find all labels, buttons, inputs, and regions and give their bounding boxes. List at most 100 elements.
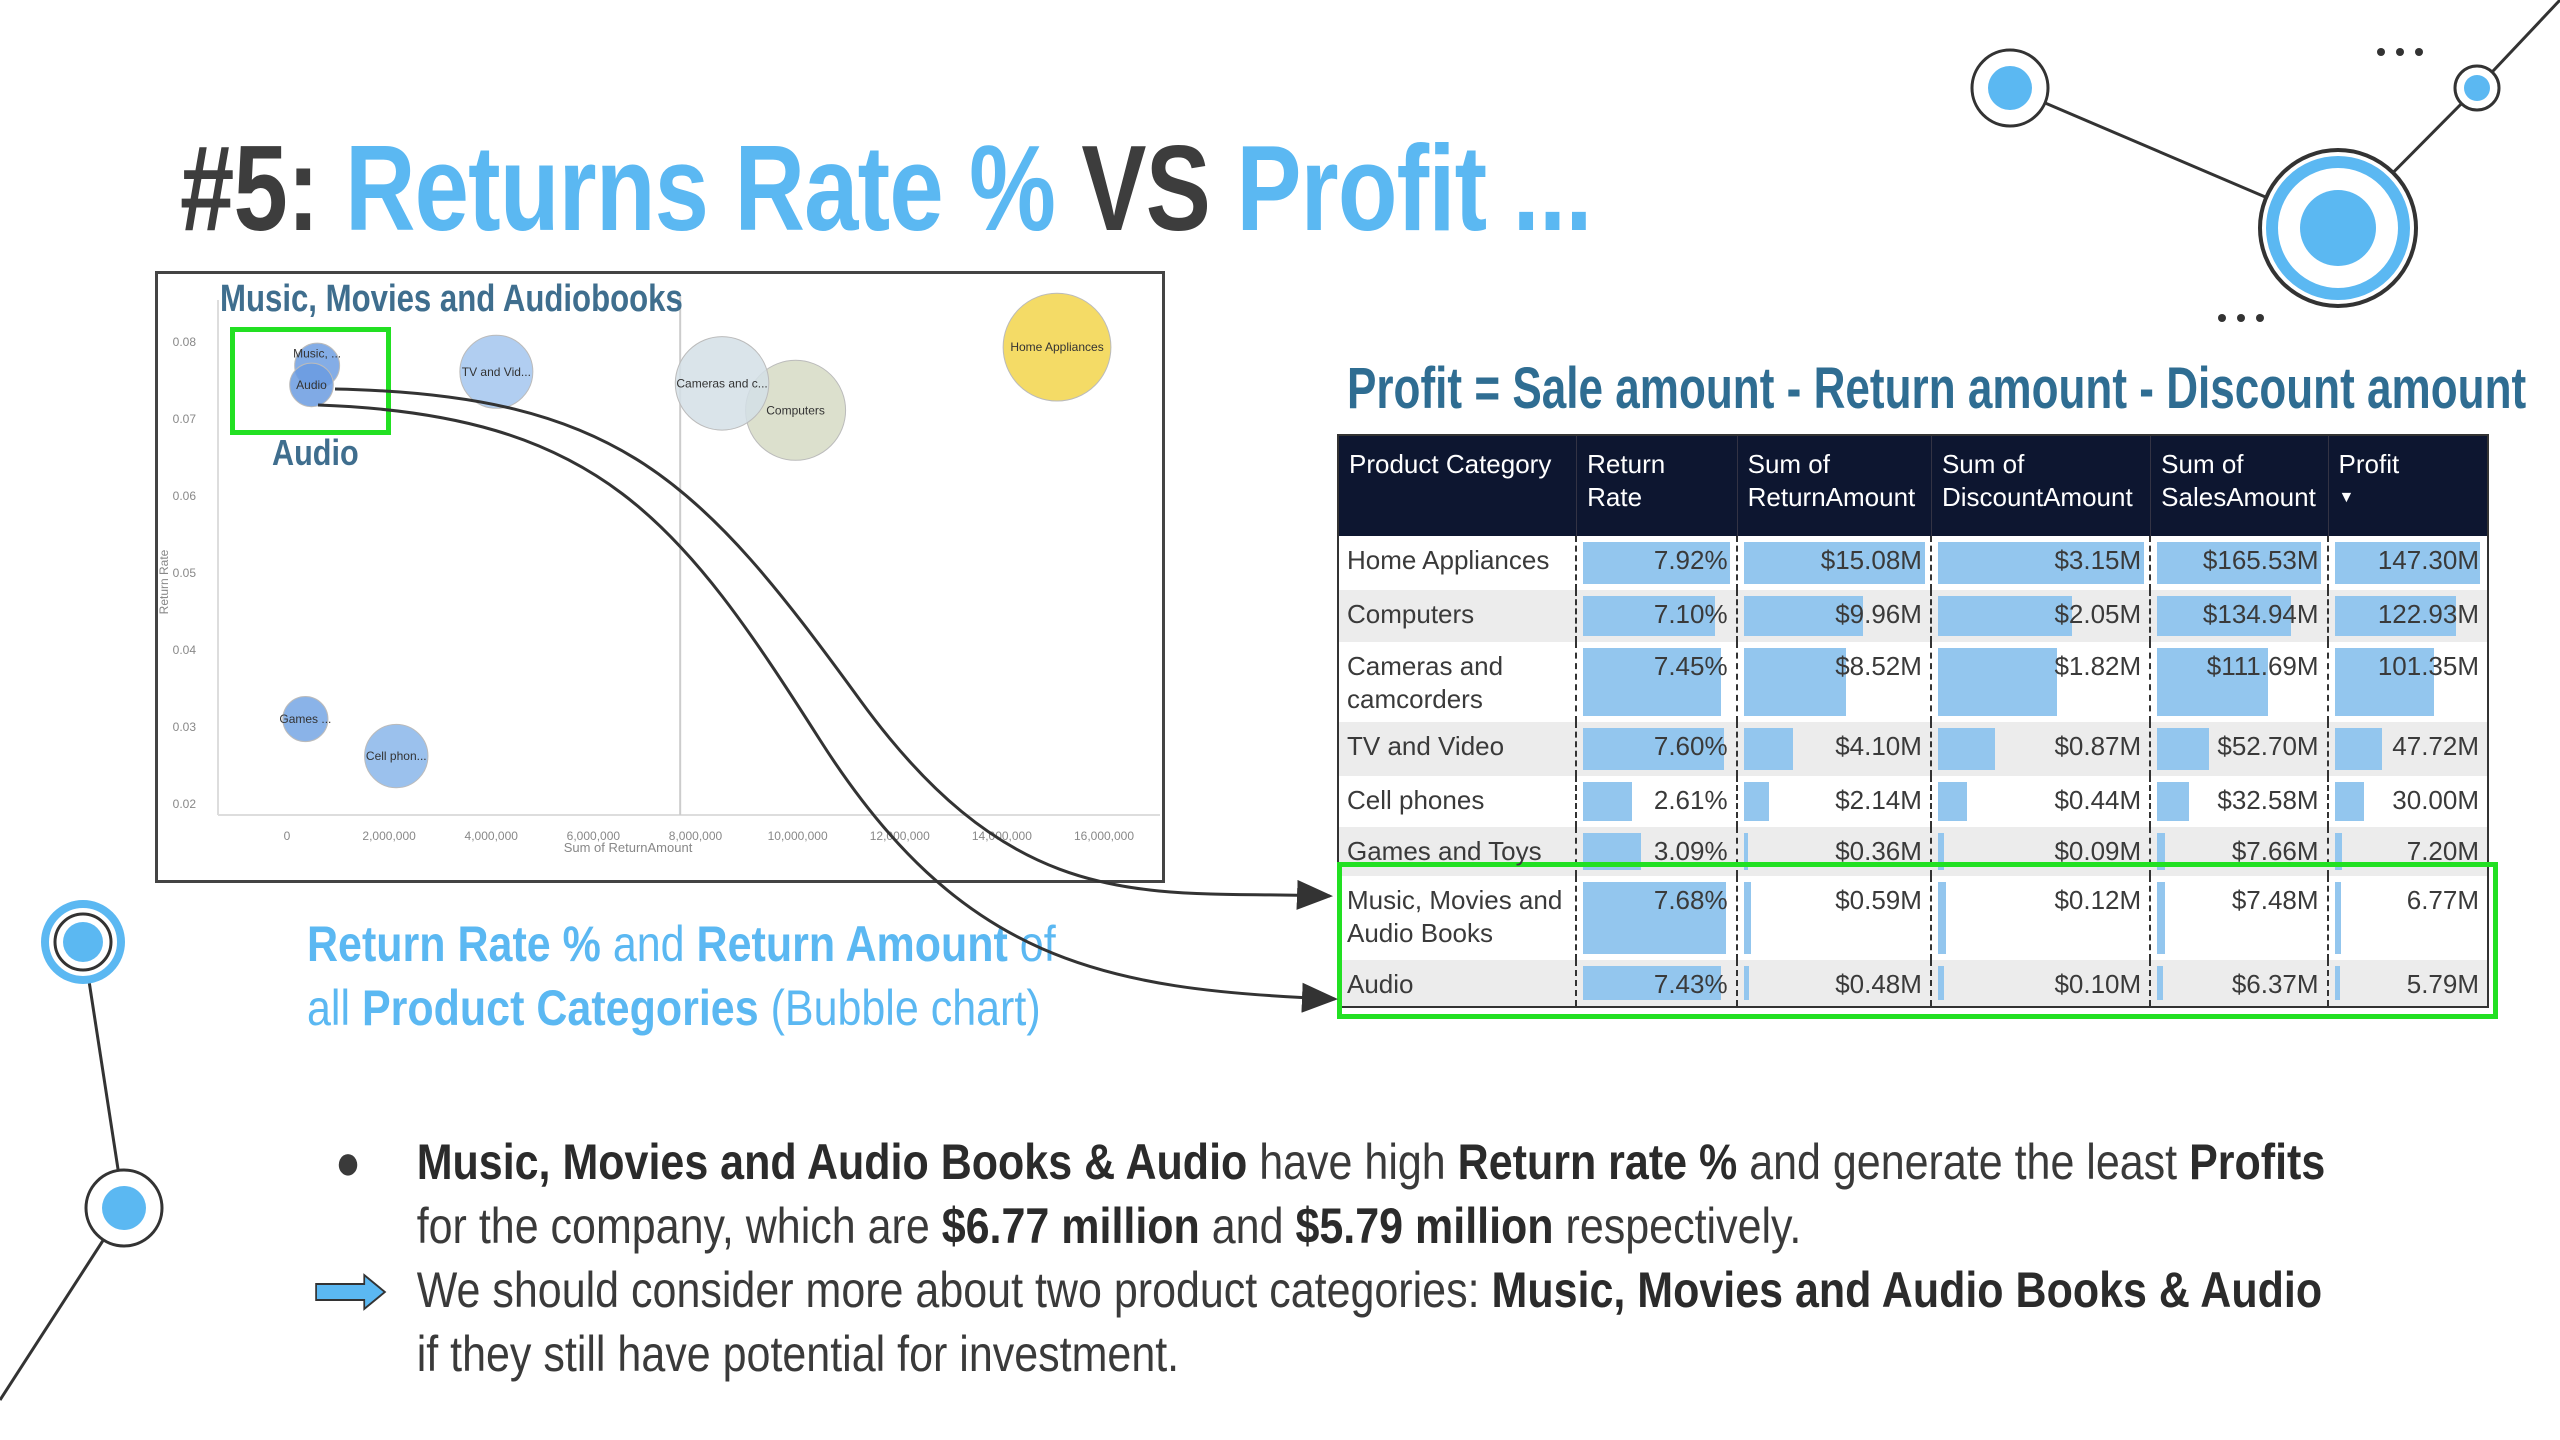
y-axis-title: Return Rate xyxy=(157,549,171,614)
data-bar xyxy=(1743,728,1793,770)
product-category-table: Product Category Return Rate Sum of Return… xyxy=(1337,434,2489,1008)
cell-text: $3.15M xyxy=(2054,545,2142,575)
value-cell: $0.09M xyxy=(1932,827,2152,876)
column-header[interactable]: Sum of DiscountAmount xyxy=(1932,436,2152,536)
table-row[interactable]: Music, Movies and Audio Books 7.68% $0.59M… xyxy=(1339,876,2487,960)
column-header-label: Profit xyxy=(2338,449,2400,479)
text: and xyxy=(1199,1198,1296,1254)
cell-text: $4.10M xyxy=(1835,731,1922,761)
data-bar xyxy=(2334,966,2341,1000)
cell-text: $2.14M xyxy=(1835,785,1922,815)
recommendation-item: We should consider more about two produc… xyxy=(315,1258,2325,1386)
data-bar xyxy=(1937,966,1945,1000)
cell-text: 2.61% xyxy=(1653,785,1728,815)
node-circle-icon xyxy=(41,48,2501,1248)
text: if they still have potential for investm… xyxy=(416,1326,1180,1382)
y-tick-label: 0.05 xyxy=(173,566,197,580)
table-row[interactable]: Cameras and camcorders 7.45% $8.52M $1.82M $… xyxy=(1339,642,2487,722)
value-cell: 5.79M xyxy=(2329,960,2487,1006)
category-cell: Cameras and camcorders xyxy=(1339,642,1578,722)
value-cell: $0.59M xyxy=(1738,876,1932,960)
category-cell: Computers xyxy=(1339,590,1578,642)
table-row[interactable]: TV and Video 7.60% $4.10M $0.87M $52.70M 47.7… xyxy=(1339,722,2487,776)
x-tick-label: 4,000,000 xyxy=(465,829,519,843)
cell-text: $134.94M xyxy=(2202,599,2319,629)
column-header-label: Return Rate xyxy=(1587,449,1666,512)
data-bar xyxy=(2157,833,2165,870)
value-cell: $8.52M xyxy=(1738,642,1932,722)
text: have high xyxy=(1247,1134,1458,1190)
value-cell: $165.53M xyxy=(2151,536,2329,590)
chart-caption: Return Rate % and Return Amount of all P… xyxy=(307,912,1056,1040)
cell-text: $0.87M xyxy=(2054,731,2142,761)
value-cell: 7.60% xyxy=(1577,722,1738,776)
data-bar xyxy=(1743,542,1925,584)
table-row[interactable]: Games and Toys 3.09% $0.36M $0.09M $7.66M 7.2… xyxy=(1339,827,2487,876)
category-cell: Audio xyxy=(1339,960,1578,1006)
table-row[interactable]: Home Appliances 7.92% $15.08M $3.15M $165.53… xyxy=(1339,536,2487,590)
text: Music, Movies and Audio Books & Audio xyxy=(1491,1262,2323,1318)
bubble-label: Music, ... xyxy=(293,347,341,361)
caption-text: (Bubble chart) xyxy=(758,980,1041,1036)
bubble[interactable] xyxy=(289,362,334,408)
data-bar xyxy=(1583,596,1715,636)
text: Music, Movies and Audio Books & Audio xyxy=(416,1134,1248,1190)
data-bar xyxy=(2157,596,2291,636)
cell-text: 3.09% xyxy=(1653,836,1728,866)
value-cell: $2.14M xyxy=(1738,776,1932,827)
cell-text: $6.37M xyxy=(2231,969,2319,999)
bullet-dot-icon: ● xyxy=(335,1134,361,1190)
table-row[interactable]: Computers 7.10% $9.96M $2.05M $134.94M 122.93… xyxy=(1339,590,2487,642)
column-header[interactable]: Product Category xyxy=(1339,436,1578,536)
y-tick-label: 0.02 xyxy=(173,797,197,811)
cell-text: $0.09M xyxy=(2054,836,2142,866)
table-row[interactable]: Cell phones 2.61% $2.14M $0.44M $32.58M 30.00… xyxy=(1339,776,2487,827)
cell-text: Home Appliances xyxy=(1347,545,1550,575)
page-title: #5: Returns Rate % VS Profit ... xyxy=(180,118,1592,258)
data-bar xyxy=(1583,882,1726,954)
cell-text: 7.68% xyxy=(1653,885,1728,915)
cell-text: Music, Movies and Audio Books xyxy=(1347,885,1563,948)
column-header[interactable]: Return Rate xyxy=(1577,436,1738,536)
data-bar xyxy=(2157,728,2210,770)
cell-text: 30.00M xyxy=(2392,785,2480,815)
data-bar xyxy=(1743,596,1864,636)
cell-text: $165.53M xyxy=(2202,545,2319,575)
cell-text: $9.96M xyxy=(1835,599,1922,629)
bubble-label: Cameras and c... xyxy=(676,376,767,390)
cell-text: 122.93M xyxy=(2377,599,2480,629)
column-header[interactable]: Sum of SalesAmount xyxy=(2151,436,2329,536)
data-bar xyxy=(2157,966,2164,1000)
y-tick-label: 0.07 xyxy=(173,412,197,426)
category-cell: Cell phones xyxy=(1339,776,1578,827)
text: Profits xyxy=(2189,1134,2326,1190)
x-axis-title: Sum of ReturnAmount xyxy=(564,840,693,855)
data-bar xyxy=(2334,596,2456,636)
cell-text: Computers xyxy=(1347,599,1475,629)
sort-descending-icon[interactable]: ▼ xyxy=(2338,489,2355,506)
data-bar xyxy=(1743,833,1748,870)
cell-text: TV and Video xyxy=(1347,731,1505,761)
category-cell: Music, Movies and Audio Books xyxy=(1339,876,1578,960)
y-tick-label: 0.08 xyxy=(173,335,197,349)
title-vs: VS xyxy=(1055,120,1237,256)
value-cell: $15.08M xyxy=(1738,536,1932,590)
text: for the company, which are xyxy=(416,1198,942,1254)
cell-text: 7.60% xyxy=(1653,731,1728,761)
value-cell: 147.30M xyxy=(2329,536,2487,590)
cell-text: $32.58M xyxy=(2217,785,2319,815)
chart-title: Music, Movies and Audiobooks xyxy=(220,278,683,320)
insight-list: ● Music, Movies and Audio Books & Audio … xyxy=(315,1130,2326,1386)
title-part2: Profit ... xyxy=(1236,120,1592,256)
cell-text: $0.10M xyxy=(2054,969,2142,999)
category-cell: Home Appliances xyxy=(1339,536,1578,590)
column-header[interactable]: Profit ▼ xyxy=(2329,436,2487,536)
cell-text: 47.72M xyxy=(2392,731,2480,761)
column-header[interactable]: Sum of ReturnAmount xyxy=(1738,436,1932,536)
column-header-label: Sum of ReturnAmount xyxy=(1747,449,1916,512)
table-row[interactable]: Audio 7.43% $0.48M $0.10M $6.37M 5.79M xyxy=(1339,960,2487,1006)
highlight-box-rows xyxy=(1337,862,2498,1019)
value-cell: $9.96M xyxy=(1738,590,1932,642)
caption-text: and xyxy=(600,916,697,972)
